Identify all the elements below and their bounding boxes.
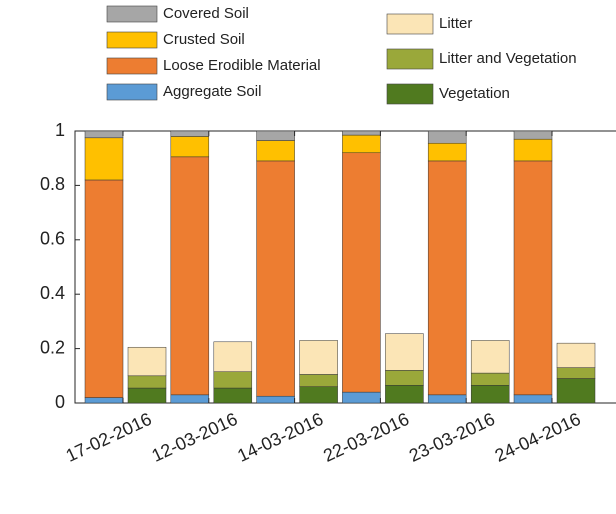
bar-segment	[299, 386, 338, 404]
y-tick-label: 0	[55, 392, 65, 412]
legend-label: Litter	[439, 15, 472, 32]
bar-segment	[213, 387, 253, 404]
y-tick-label: 1	[55, 120, 65, 140]
bar-segment	[84, 179, 124, 398]
bar-segment	[427, 130, 467, 144]
bar-segment	[84, 130, 124, 139]
bar-segment	[84, 397, 124, 404]
bar-segment	[299, 340, 338, 375]
bar-segment	[470, 372, 510, 386]
x-tick-label: 17-02-2016	[63, 409, 155, 466]
bar-segment	[127, 375, 167, 389]
bar-segment	[427, 394, 467, 404]
bar-segment	[256, 130, 295, 141]
legend-swatch	[386, 48, 434, 70]
bar-segment	[385, 333, 424, 371]
bar-segment	[256, 160, 295, 397]
bar-segment	[170, 156, 210, 396]
y-tick-label: 0.2	[40, 337, 65, 357]
bar-segment	[84, 137, 124, 181]
bar-segment	[127, 346, 167, 377]
legend-swatch	[386, 13, 434, 35]
bar-segment	[385, 385, 424, 404]
bar-segment	[513, 394, 553, 404]
x-tick-label: 22-03-2016	[320, 409, 412, 466]
bar-segment	[556, 342, 596, 368]
bar-segment	[256, 395, 295, 404]
legend-label: Loose Erodible Material	[163, 57, 321, 74]
y-tick-label: 0.6	[40, 229, 65, 249]
legend-swatch	[106, 31, 158, 49]
bar-segment	[556, 367, 596, 379]
legend-swatch	[106, 83, 158, 101]
bar-segment	[170, 130, 210, 137]
bar-segment	[513, 138, 553, 162]
bar-segment	[342, 391, 381, 404]
legend-swatch	[106, 5, 158, 23]
bar-segment	[342, 130, 381, 136]
bar-segment	[513, 130, 553, 140]
legend-swatch	[386, 83, 434, 105]
bar-segment	[170, 136, 210, 158]
bar-segment	[299, 374, 338, 387]
legend-swatch	[106, 57, 158, 75]
bar-segment	[170, 394, 210, 404]
bar-segment	[470, 385, 510, 404]
bar-segment	[342, 152, 381, 393]
legend-label: Crusted Soil	[163, 31, 245, 48]
bar-segment	[342, 134, 381, 154]
legend-label: Aggregate Soil	[163, 83, 261, 100]
bar-segment	[385, 370, 424, 386]
bar-segment	[427, 160, 467, 396]
y-tick-label: 0.8	[40, 174, 65, 194]
bar-segment	[470, 340, 510, 374]
legend-label: Covered Soil	[163, 5, 249, 22]
bar-segment	[427, 142, 467, 162]
bar-segment	[127, 387, 167, 404]
bar-segment	[513, 160, 553, 396]
x-tick-label: 24-04-2016	[492, 409, 584, 466]
x-tick-label: 12-03-2016	[149, 409, 241, 466]
bar-segment	[256, 140, 295, 162]
x-tick-label: 14-03-2016	[234, 409, 326, 466]
legend-label: Litter and Vegetation	[439, 50, 577, 67]
bar-segment	[213, 341, 253, 372]
legend-label: Vegetation	[439, 85, 510, 102]
y-tick-label: 0.4	[40, 283, 65, 303]
bar-segment	[213, 371, 253, 389]
x-tick-label: 23-03-2016	[406, 409, 498, 466]
bar-segment	[556, 378, 596, 404]
